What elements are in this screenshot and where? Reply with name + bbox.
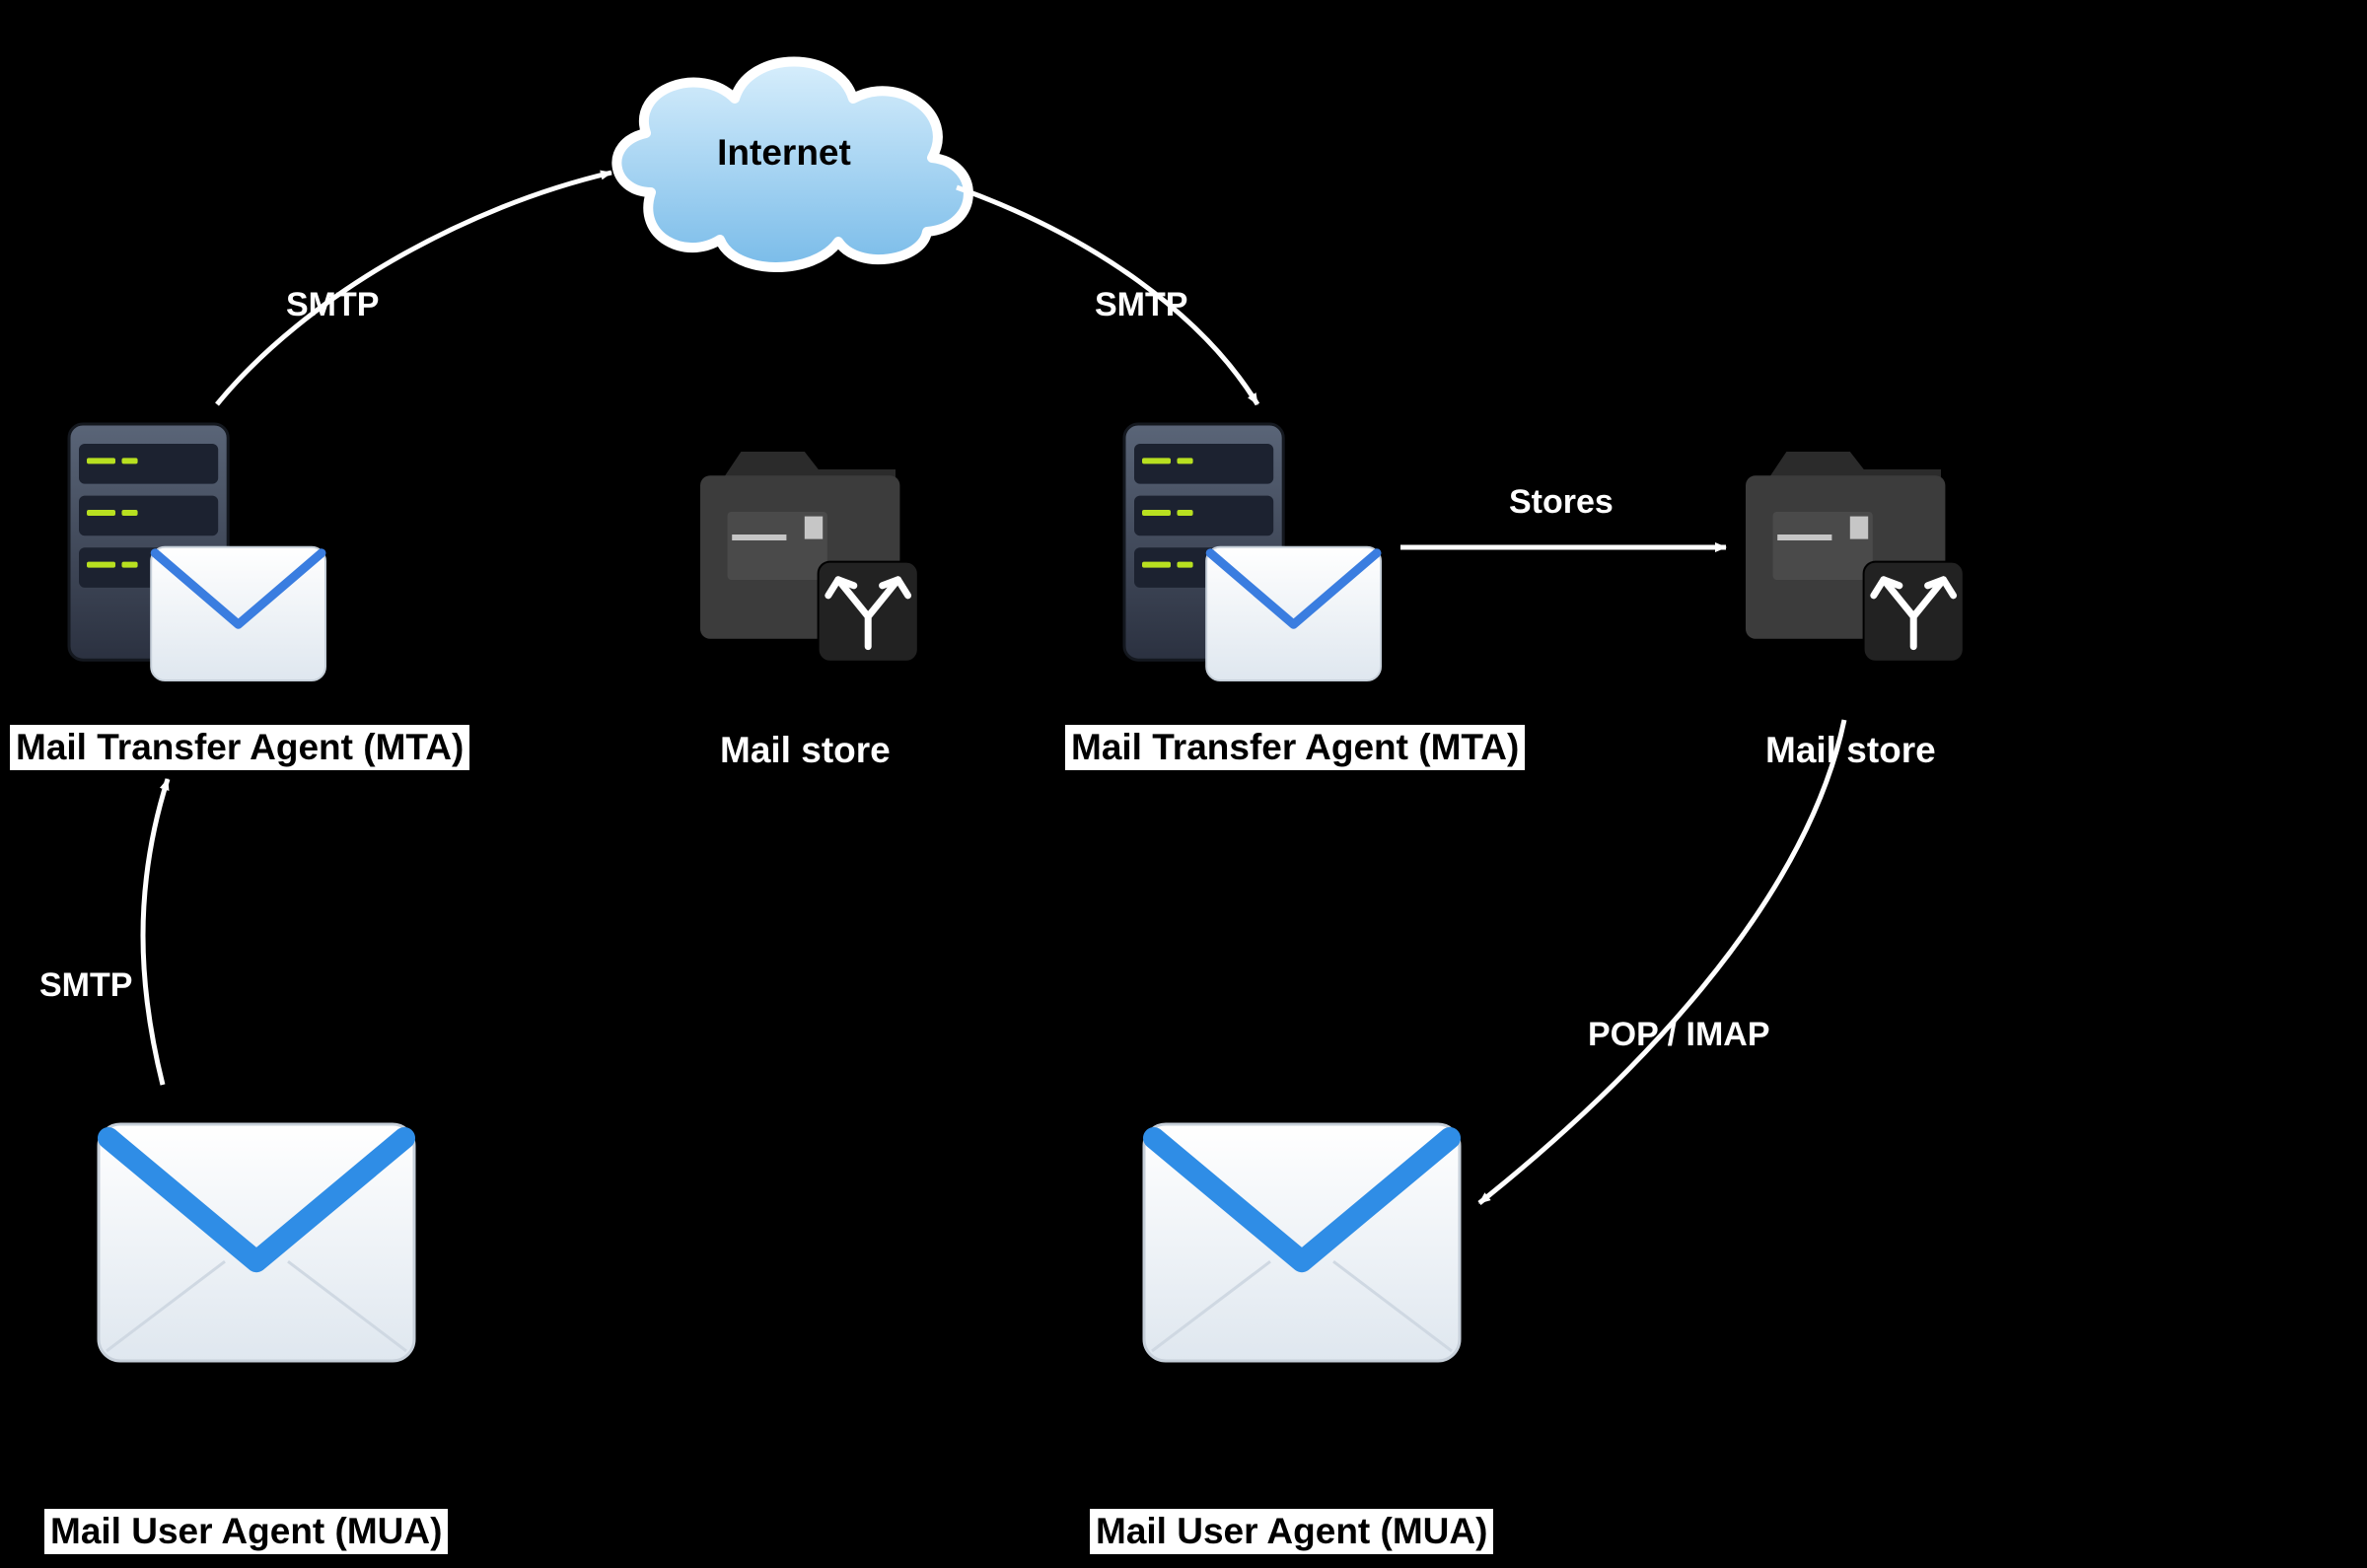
edge-mta_left_to_cloud	[217, 173, 611, 404]
mua-envelope-icon-left	[99, 1124, 414, 1361]
mta-right-label: Mail Transfer Agent (MTA)	[1065, 725, 1525, 770]
mailstore-icon-left	[700, 452, 918, 662]
diagram-layer	[0, 0, 2367, 1568]
mua-left-label: Mail User Agent (MUA)	[44, 1509, 448, 1554]
cloud-label: Internet	[592, 35, 976, 271]
edge-mua_left_to_mta_left	[143, 779, 168, 1085]
mua-right-label: Mail User Agent (MUA)	[1090, 1509, 1493, 1554]
edge-label-mta_right_to_mailstore_right: Stores	[1509, 483, 1614, 522]
mta-left-label: Mail Transfer Agent (MTA)	[10, 725, 469, 770]
edge-label-mailstore_right_to_mua_right: POP / IMAP	[1588, 1016, 1770, 1054]
edge-label-cloud_to_mta_right: SMTP	[1095, 286, 1187, 324]
mta-server-icon-left	[69, 424, 325, 680]
mailstore-left-label: Mail store	[720, 730, 891, 771]
mua-envelope-icon-right	[1144, 1124, 1460, 1361]
mta-server-icon-right	[1124, 424, 1381, 680]
mailstore-right-label: Mail store	[1765, 730, 1936, 771]
edge-label-mua_left_to_mta_left: SMTP	[39, 966, 132, 1005]
mailstore-icon-right	[1746, 452, 1964, 662]
edge-label-mta_left_to_cloud: SMTP	[286, 286, 379, 324]
edge-mailstore_right_to_mua_right	[1479, 720, 1844, 1203]
